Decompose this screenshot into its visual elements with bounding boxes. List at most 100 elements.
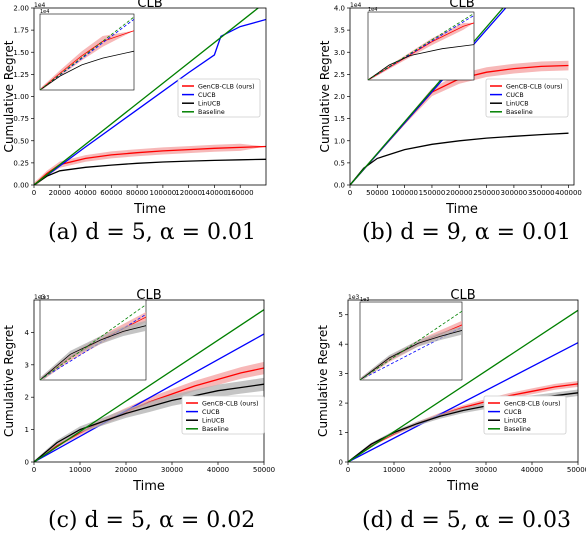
legend-label: LinUCB [506, 101, 529, 108]
y-tick-label: 2.00 [13, 5, 29, 13]
inset-plot: 1e4 [39, 9, 135, 91]
x-tick-label: 20000 [49, 189, 71, 197]
x-tick-label: 20000 [115, 466, 137, 474]
x-axis-label: Time [445, 202, 478, 217]
series-cucb-line [34, 18, 266, 185]
y-tick-label: 1.00 [13, 93, 29, 101]
series-group [350, 8, 569, 185]
x-tick-label: 10000 [69, 466, 91, 474]
inset-series-group [40, 16, 134, 90]
y-tick-label: 0.5 [334, 159, 345, 167]
series-gencb-band [34, 361, 264, 462]
legend-box [177, 78, 261, 118]
inset-series-group [360, 310, 462, 380]
x-tick-label: 60000 [100, 189, 122, 197]
legend-label: GenCB-CLB (ours) [504, 400, 561, 407]
y-tick-label: 2 [25, 394, 29, 402]
y-tick-label: 0 [25, 459, 29, 467]
y-tick-label: 4.0 [334, 5, 345, 13]
x-tick-label: 150000 [419, 189, 446, 197]
x-tick-label: 400000 [555, 189, 582, 197]
y-axis-exponent: 1e3 [34, 294, 46, 301]
inset-exponent: 1e4 [368, 7, 377, 13]
inset-series-group [368, 13, 474, 80]
chart-title: CLB [450, 288, 475, 303]
y-tick-label: 0.75 [13, 115, 29, 123]
legend-box [483, 395, 567, 435]
x-tick-label: 30000 [475, 466, 497, 474]
y-axis-label: Cumulative Regret [2, 325, 16, 437]
x-tick-label: 20000 [429, 466, 451, 474]
x-tick-label: 350000 [528, 189, 555, 197]
inset-series-linucb-line [360, 330, 462, 380]
inset-series-linucb-line [368, 44, 474, 80]
y-tick-label: 2.5 [334, 71, 345, 79]
legend-label: LinUCB [198, 101, 221, 108]
plot-frame [33, 299, 265, 463]
legend-label: GenCB-CLB (ours) [198, 83, 255, 90]
y-tick-label: 4 [339, 341, 344, 349]
y-axis-label: Cumulative Regret [316, 325, 330, 437]
inset-series-gencb-line [368, 22, 474, 80]
inset-plot: 1e3 [39, 295, 147, 381]
legend-box [485, 78, 569, 118]
series-cucb-line [348, 342, 578, 462]
inset-series-baseline-line [40, 304, 146, 380]
y-tick-label: 1.50 [13, 49, 29, 57]
series-linucb-line [34, 158, 266, 185]
y-tick-label: 1.25 [13, 71, 29, 79]
inset-exponent: 1e3 [40, 295, 49, 301]
series-baseline-line [34, 309, 264, 462]
y-tick-label: 5 [339, 311, 343, 319]
inset-series-baseline-line [368, 13, 474, 80]
series-group [34, 8, 266, 185]
y-tick-label: 0.0 [334, 182, 345, 190]
inset-series-group [40, 304, 146, 380]
inset-series-linucb-band [40, 320, 146, 380]
inset-plot: 1e3 [359, 297, 463, 381]
y-tick-label: 3 [25, 361, 29, 369]
y-tick-label: 0 [339, 459, 343, 467]
x-tick-label: 30000 [161, 466, 183, 474]
legend-label: LinUCB [202, 418, 225, 425]
series-linucb-line [350, 132, 569, 185]
y-tick-label: 1.0 [334, 137, 345, 145]
series-cucb-line [34, 333, 264, 462]
legend-label: GenCB-CLB (ours) [202, 400, 259, 407]
legend-label: CUCB [198, 92, 216, 99]
x-tick-label: 100000 [150, 189, 177, 197]
legend-label: LinUCB [504, 418, 527, 425]
inset-series-gencb-band [368, 22, 474, 80]
chart-title: CLB [137, 0, 162, 11]
x-axis-label: Time [132, 479, 165, 494]
x-tick-label: 0 [32, 189, 36, 197]
inset-series-gencb-line [40, 30, 134, 90]
x-axis-label: Time [446, 479, 479, 494]
legend-label: Baseline [506, 109, 533, 116]
caption-d: (d) d = 5, α = 0.03 [362, 508, 571, 533]
y-tick-label: 3.0 [334, 49, 345, 57]
x-tick-label: 0 [32, 466, 36, 474]
plot-frame [347, 299, 579, 463]
inset-exponent: 1e3 [360, 297, 369, 303]
inset-series-baseline-line [360, 310, 462, 380]
x-tick-label: 10000 [383, 466, 405, 474]
series-baseline-line [348, 309, 578, 462]
x-axis-label: Time [133, 202, 166, 217]
legend-label: CUCB [506, 92, 524, 99]
y-tick-label: 2 [339, 400, 343, 408]
x-tick-label: 250000 [473, 189, 500, 197]
x-tick-label: 200000 [446, 189, 473, 197]
inset-series-linucb-line [40, 50, 134, 90]
y-axis-exponent: 1e4 [350, 2, 362, 9]
series-gencb-line [34, 145, 266, 185]
legend-label: Baseline [202, 426, 229, 433]
caption-b: (b) d = 9, α = 0.01 [362, 220, 571, 245]
legend-label: GenCB-CLB (ours) [506, 83, 563, 90]
